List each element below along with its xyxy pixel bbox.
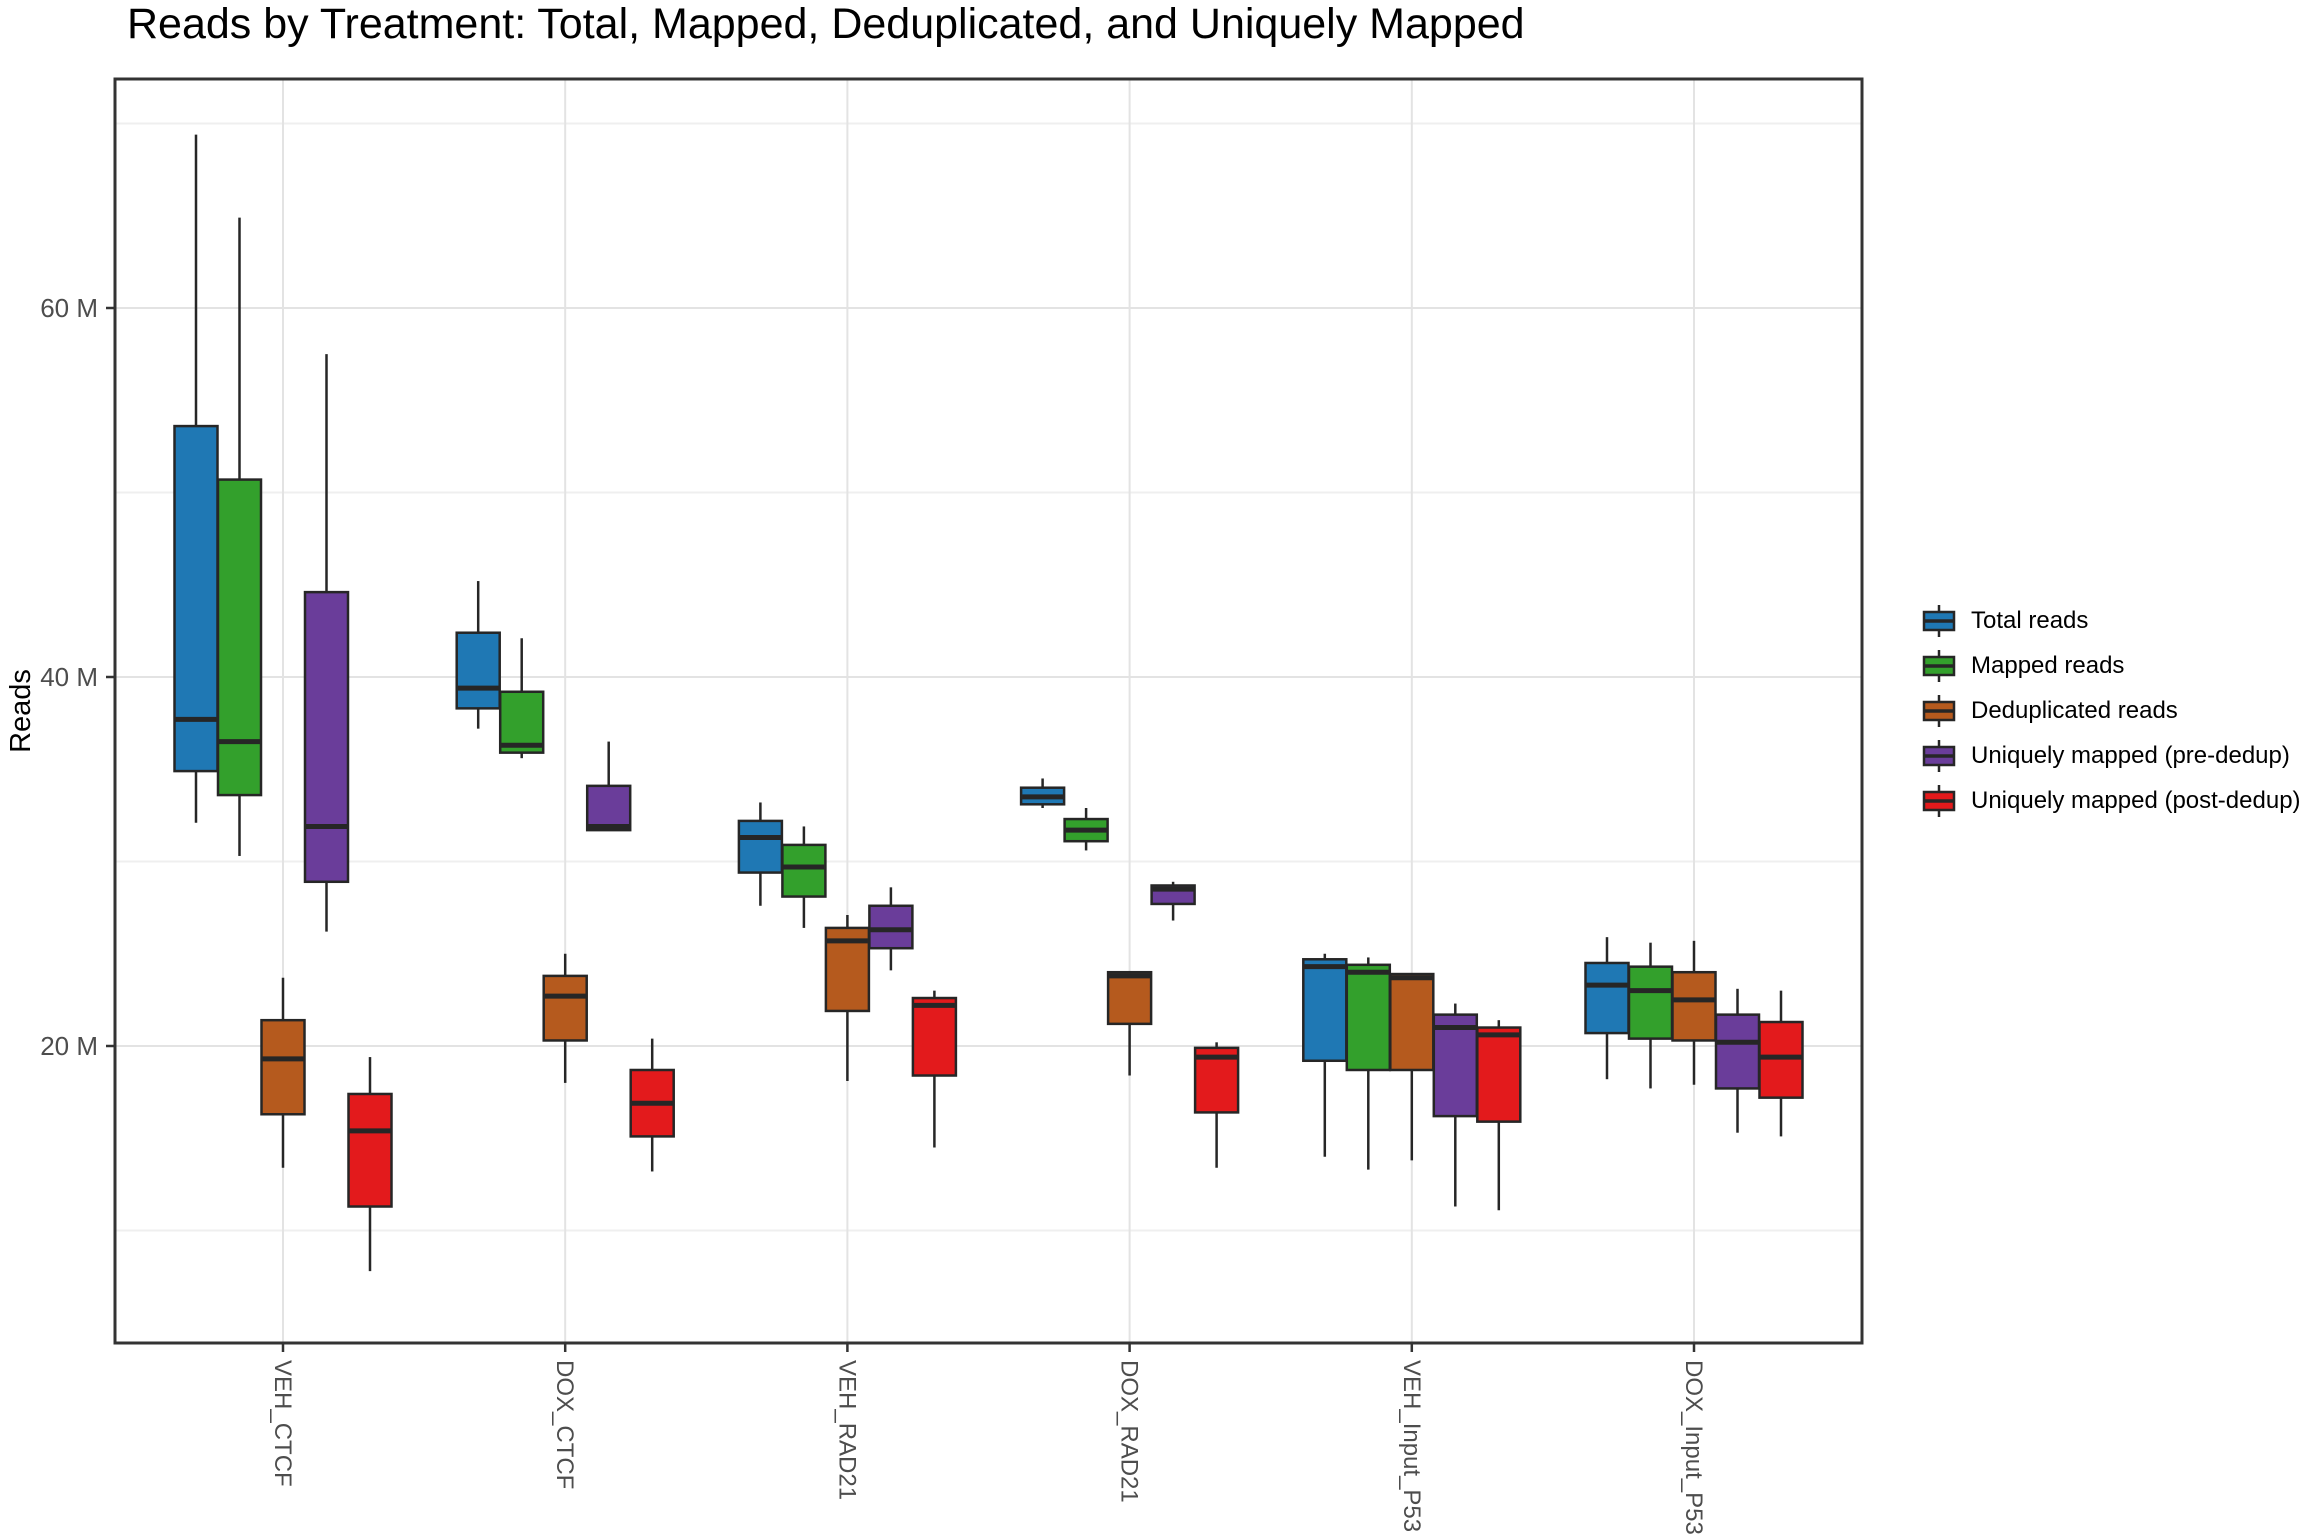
iqr-box xyxy=(868,904,914,950)
box-uniquely-mapped-post-dedup-veh-ctcf xyxy=(347,1057,393,1272)
box-total-reads-dox-ctcf xyxy=(455,581,501,729)
iqr-box xyxy=(173,424,219,773)
iqr-box xyxy=(1106,970,1153,1026)
x-tick-label-veh-rad21: VEH_RAD21 xyxy=(833,1360,860,1500)
iqr-box xyxy=(1345,963,1392,1072)
box-uniquely-mapped-pre-dedup-veh-input-p53 xyxy=(1432,1003,1479,1207)
iqr-box xyxy=(455,631,501,710)
legend-key-boxplot-icon xyxy=(1922,740,1956,772)
chart-title: Reads by Treatment: Total, Mapped, Dedup… xyxy=(127,0,1525,48)
box-mapped-reads-dox-ctcf xyxy=(498,638,545,759)
iqr-box xyxy=(1584,961,1630,1035)
y-axis-title: Reads xyxy=(5,669,37,753)
x-tick-label-dox-rad21: DOX_RAD21 xyxy=(1116,1360,1143,1503)
legend-item-deduplicated-reads: Deduplicated reads xyxy=(1922,694,2301,728)
legend-item-label: Mapped reads xyxy=(1971,652,2125,679)
x-tick-label-veh-input-p53: VEH_Input_P53 xyxy=(1398,1360,1425,1532)
box-deduplicated-reads-veh-input-p53 xyxy=(1389,972,1435,1161)
x-tick-label-veh-ctcf: VEH_CTCF xyxy=(269,1360,296,1487)
y-tick-label: 40 M xyxy=(40,662,98,692)
iqr-box xyxy=(585,784,632,832)
box-mapped-reads-dox-rad21 xyxy=(1063,807,1109,851)
box-total-reads-dox-rad21 xyxy=(1019,778,1066,808)
x-tick-label-dox-ctcf: DOX_CTCF xyxy=(551,1360,578,1489)
box-uniquely-mapped-post-dedup-veh-rad21 xyxy=(911,990,958,1148)
legend-item-uniquely-mapped-pre-dedup: Uniquely mapped (pre-dedup) xyxy=(1922,739,2301,773)
legend-key-boxplot-icon xyxy=(1922,605,1956,637)
box-total-reads-veh-rad21 xyxy=(737,802,784,906)
box-mapped-reads-veh-rad21 xyxy=(781,826,827,928)
legend-key-boxplot-icon xyxy=(1922,695,1956,727)
panel-border xyxy=(113,77,1864,1345)
iqr-box xyxy=(1627,965,1674,1040)
box-uniquely-mapped-post-dedup-veh-input-p53 xyxy=(1476,1020,1522,1211)
box-deduplicated-reads-dox-rad21 xyxy=(1106,970,1153,1076)
box-deduplicated-reads-veh-ctcf xyxy=(260,977,306,1168)
legend-item-label: Uniquely mapped (pre-dedup) xyxy=(1971,742,2290,769)
box-mapped-reads-veh-ctcf xyxy=(216,217,263,856)
iqr-box xyxy=(1714,1013,1761,1090)
iqr-box xyxy=(498,690,545,754)
box-uniquely-mapped-pre-dedup-veh-ctcf xyxy=(303,354,350,932)
box-total-reads-veh-input-p53 xyxy=(1302,953,1348,1157)
iqr-box xyxy=(737,819,784,874)
box-total-reads-veh-ctcf xyxy=(173,134,219,823)
legend-item-label: Deduplicated reads xyxy=(1971,697,2178,724)
iqr-box xyxy=(911,996,958,1077)
iqr-box xyxy=(1671,970,1717,1042)
iqr-box xyxy=(781,843,827,898)
box-uniquely-mapped-pre-dedup-dox-rad21 xyxy=(1150,881,1196,921)
legend-item-mapped-reads: Mapped reads xyxy=(1922,649,2301,683)
iqr-box xyxy=(1302,958,1348,1063)
iqr-box xyxy=(216,478,263,797)
box-uniquely-mapped-pre-dedup-veh-rad21 xyxy=(868,887,914,971)
box-uniquely-mapped-post-dedup-dox-ctcf xyxy=(629,1038,675,1172)
legend-key-boxplot-icon xyxy=(1922,650,1956,682)
box-uniquely-mapped-pre-dedup-dox-ctcf xyxy=(585,741,632,832)
legend-item-label: Uniquely mapped (post-dedup) xyxy=(1971,787,2301,814)
iqr-box xyxy=(1389,972,1435,1072)
legend-item-total-reads: Total reads xyxy=(1922,604,2301,638)
box-uniquely-mapped-post-dedup-dox-rad21 xyxy=(1193,1042,1240,1168)
box-deduplicated-reads-veh-rad21 xyxy=(824,915,871,1082)
iqr-box xyxy=(260,1018,306,1116)
x-tick-label-dox-input-p53: DOX_Input_P53 xyxy=(1680,1360,1707,1535)
legend-item-uniquely-mapped-post-dedup: Uniquely mapped (post-dedup) xyxy=(1922,784,2301,818)
y-tick-label: 20 M xyxy=(40,1031,98,1061)
iqr-box xyxy=(303,590,350,884)
legend: Total reads Mapped reads Deduplicated read… xyxy=(1922,604,2301,818)
y-tick-label: 60 M xyxy=(40,293,98,323)
box-mapped-reads-dox-input-p53 xyxy=(1627,942,1674,1089)
iqr-box xyxy=(1758,1020,1804,1099)
iqr-box xyxy=(347,1092,393,1208)
box-uniquely-mapped-pre-dedup-dox-input-p53 xyxy=(1714,988,1761,1133)
box-deduplicated-reads-dox-input-p53 xyxy=(1671,940,1717,1085)
box-uniquely-mapped-post-dedup-dox-input-p53 xyxy=(1758,990,1804,1137)
iqr-box xyxy=(1476,1026,1522,1123)
box-deduplicated-reads-dox-ctcf xyxy=(542,953,588,1083)
legend-key-boxplot-icon xyxy=(1922,785,1956,817)
box-total-reads-dox-input-p53 xyxy=(1584,937,1630,1080)
plot-panel xyxy=(115,79,1862,1343)
legend-item-label: Total reads xyxy=(1971,607,2089,634)
iqr-box xyxy=(542,974,588,1042)
